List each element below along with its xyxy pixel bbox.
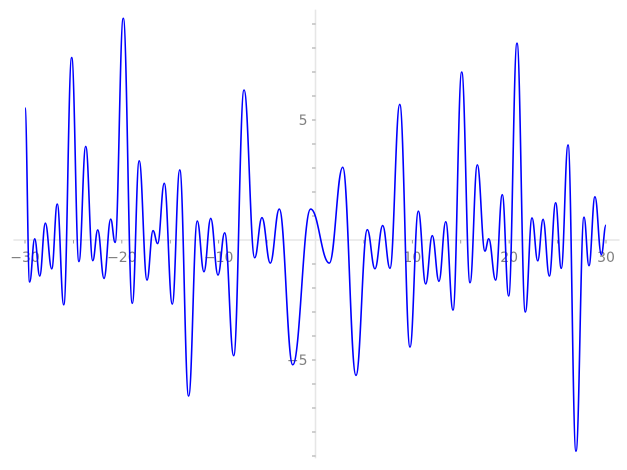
x-tick-label: −30 [10, 250, 40, 266]
x-tick-label: −10 [204, 250, 234, 266]
series-line [24, 17, 607, 453]
ticks [24, 23, 607, 457]
axes [13, 9, 620, 459]
x-tick-label: 10 [403, 250, 421, 266]
tick-labels: −30 −20 −10 10 20 30 5 −5 [10, 113, 615, 369]
x-tick-label: −20 [107, 250, 137, 266]
x-tick-label: 30 [597, 250, 615, 266]
x-tick-label: 20 [500, 250, 518, 266]
y-tick-label: 5 [299, 113, 308, 129]
